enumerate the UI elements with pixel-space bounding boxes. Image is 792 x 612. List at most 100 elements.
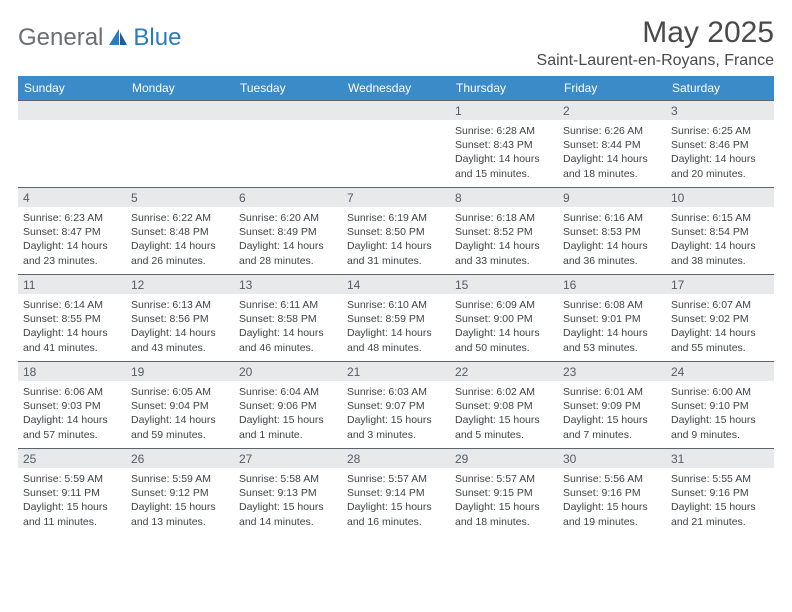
day-number [131,104,134,118]
weeks-container: 1Sunrise: 6:28 AMSunset: 8:43 PMDaylight… [18,100,774,535]
day-cell: 16Sunrise: 6:08 AMSunset: 9:01 PMDayligh… [558,275,666,361]
daylight-line-2: and 26 minutes. [131,254,229,268]
week-row: 11Sunrise: 6:14 AMSunset: 8:55 PMDayligh… [18,274,774,361]
day-number: 14 [347,278,360,292]
day-number-row: 27 [234,449,342,468]
day-cell: 15Sunrise: 6:09 AMSunset: 9:00 PMDayligh… [450,275,558,361]
day-number [347,104,350,118]
day-number-row: 3 [666,101,774,120]
daylight-line-1: Daylight: 14 hours [455,152,553,166]
daylight-line-1: Daylight: 15 hours [131,500,229,514]
day-number: 31 [671,452,684,466]
daylight-line-1: Daylight: 14 hours [23,239,121,253]
day-cell: 26Sunrise: 5:59 AMSunset: 9:12 PMDayligh… [126,449,234,535]
daylight-line-2: and 57 minutes. [23,428,121,442]
weekday-header: Tuesday [234,76,342,100]
weekday-header: Sunday [18,76,126,100]
sunrise-line: Sunrise: 6:23 AM [23,211,121,225]
day-number: 12 [131,278,144,292]
sunset-line: Sunset: 8:46 PM [671,138,769,152]
day-number: 23 [563,365,576,379]
sunrise-line: Sunrise: 5:56 AM [563,472,661,486]
day-cell: 29Sunrise: 5:57 AMSunset: 9:15 PMDayligh… [450,449,558,535]
daylight-line-2: and 50 minutes. [455,341,553,355]
daylight-line-2: and 41 minutes. [23,341,121,355]
sunrise-line: Sunrise: 6:04 AM [239,385,337,399]
sunset-line: Sunset: 9:14 PM [347,486,445,500]
sunset-line: Sunset: 9:16 PM [671,486,769,500]
day-cell: 24Sunrise: 6:00 AMSunset: 9:10 PMDayligh… [666,362,774,448]
day-number-row: 2 [558,101,666,120]
day-number-row: 12 [126,275,234,294]
daylight-line-2: and 43 minutes. [131,341,229,355]
daylight-line-2: and 28 minutes. [239,254,337,268]
day-number-row: 29 [450,449,558,468]
daylight-line-1: Daylight: 15 hours [455,413,553,427]
day-cell: 1Sunrise: 6:28 AMSunset: 8:43 PMDaylight… [450,101,558,187]
sunrise-line: Sunrise: 5:57 AM [347,472,445,486]
daylight-line-1: Daylight: 15 hours [671,500,769,514]
day-number-row: 17 [666,275,774,294]
sunset-line: Sunset: 9:16 PM [563,486,661,500]
daylight-line-1: Daylight: 14 hours [671,152,769,166]
daylight-line-1: Daylight: 15 hours [347,500,445,514]
day-number-row: 15 [450,275,558,294]
day-number-row: 30 [558,449,666,468]
day-cell: 19Sunrise: 6:05 AMSunset: 9:04 PMDayligh… [126,362,234,448]
daylight-line-1: Daylight: 15 hours [563,500,661,514]
daylight-line-1: Daylight: 14 hours [671,326,769,340]
day-number: 18 [23,365,36,379]
day-number-row: 20 [234,362,342,381]
daylight-line-2: and 18 minutes. [455,515,553,529]
day-number: 17 [671,278,684,292]
sunrise-line: Sunrise: 6:15 AM [671,211,769,225]
day-cell: 4Sunrise: 6:23 AMSunset: 8:47 PMDaylight… [18,188,126,274]
day-cell: 10Sunrise: 6:15 AMSunset: 8:54 PMDayligh… [666,188,774,274]
day-cell: 18Sunrise: 6:06 AMSunset: 9:03 PMDayligh… [18,362,126,448]
sunset-line: Sunset: 8:44 PM [563,138,661,152]
day-cell: 22Sunrise: 6:02 AMSunset: 9:08 PMDayligh… [450,362,558,448]
daylight-line-2: and 3 minutes. [347,428,445,442]
sunset-line: Sunset: 9:15 PM [455,486,553,500]
sunset-line: Sunset: 8:47 PM [23,225,121,239]
day-number: 19 [131,365,144,379]
daylight-line-1: Daylight: 15 hours [239,500,337,514]
day-cell: 28Sunrise: 5:57 AMSunset: 9:14 PMDayligh… [342,449,450,535]
sunrise-line: Sunrise: 6:25 AM [671,124,769,138]
daylight-line-2: and 20 minutes. [671,167,769,181]
day-number: 15 [455,278,468,292]
day-cell: 23Sunrise: 6:01 AMSunset: 9:09 PMDayligh… [558,362,666,448]
day-number: 2 [563,104,570,118]
sunset-line: Sunset: 9:07 PM [347,399,445,413]
day-number: 20 [239,365,252,379]
daylight-line-2: and 36 minutes. [563,254,661,268]
day-cell: 9Sunrise: 6:16 AMSunset: 8:53 PMDaylight… [558,188,666,274]
day-number-row: 5 [126,188,234,207]
sunset-line: Sunset: 9:03 PM [23,399,121,413]
daylight-line-2: and 14 minutes. [239,515,337,529]
weekday-header-row: Sunday Monday Tuesday Wednesday Thursday… [18,76,774,100]
daylight-line-2: and 1 minute. [239,428,337,442]
daylight-line-2: and 7 minutes. [563,428,661,442]
day-number [23,104,26,118]
sunrise-line: Sunrise: 6:09 AM [455,298,553,312]
location: Saint-Laurent-en-Royans, France [537,52,774,70]
header: General Blue May 2025 Saint-Laurent-en-R… [18,16,774,70]
brand-word-1: General [18,24,103,52]
day-number: 13 [239,278,252,292]
sunrise-line: Sunrise: 6:10 AM [347,298,445,312]
brand-word-2: Blue [133,24,181,52]
day-cell: 7Sunrise: 6:19 AMSunset: 8:50 PMDaylight… [342,188,450,274]
title-block: May 2025 Saint-Laurent-en-Royans, France [537,16,774,70]
sunset-line: Sunset: 9:04 PM [131,399,229,413]
daylight-line-1: Daylight: 14 hours [347,326,445,340]
weekday-header: Thursday [450,76,558,100]
sunrise-line: Sunrise: 5:59 AM [23,472,121,486]
sail-icon [107,27,129,50]
sunrise-line: Sunrise: 6:14 AM [23,298,121,312]
weekday-header: Monday [126,76,234,100]
daylight-line-1: Daylight: 14 hours [455,239,553,253]
sunrise-line: Sunrise: 6:03 AM [347,385,445,399]
day-number: 7 [347,191,354,205]
day-number: 10 [671,191,684,205]
